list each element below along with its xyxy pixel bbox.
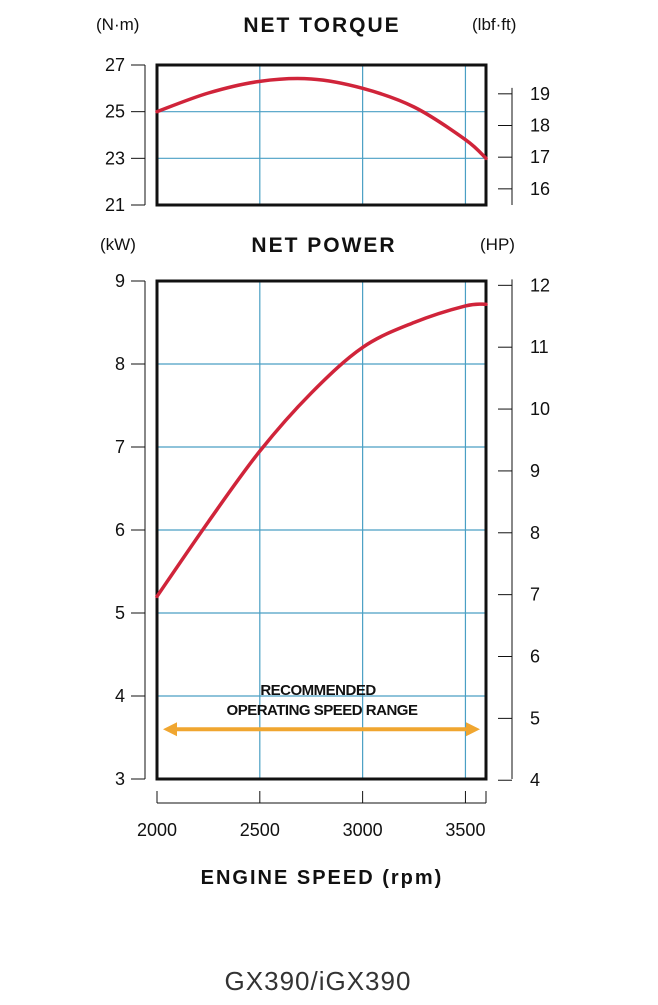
power-plot-frame	[155, 279, 488, 781]
power-left-tick-label: 7	[115, 437, 125, 457]
power-right-tick-label: 10	[530, 399, 550, 419]
power-right-tick-label: 11	[530, 337, 549, 357]
range-arrow-right-head	[466, 722, 480, 737]
torque-grid	[157, 65, 486, 205]
power-right-tick-label: 6	[530, 647, 540, 667]
power-left-tick-label: 8	[115, 354, 125, 374]
torque-right-unit: (lbf·ft)	[472, 15, 516, 34]
x-axis: 2000 2500 3000 3500	[137, 791, 487, 840]
torque-right-tick-label: 18	[530, 115, 550, 135]
x-tick-label: 2500	[240, 820, 280, 840]
torque-right-tick-label: 16	[530, 179, 550, 199]
x-tick-label: 3500	[445, 820, 485, 840]
torque-left-tick-label: 21	[105, 195, 125, 215]
power-left-unit: (kW)	[100, 235, 136, 254]
range-label-line1: RECOMMENDED	[260, 682, 376, 699]
torque-left-ticks: 21 23 25 27	[105, 55, 145, 215]
torque-left-tick-label: 25	[105, 102, 125, 122]
range-label-line2: OPERATING SPEED RANGE	[227, 702, 418, 719]
power-left-tick-label: 4	[115, 686, 125, 706]
torque-left-unit: (N·m)	[96, 15, 139, 34]
power-left-tick-label: 9	[115, 271, 125, 291]
power-right-tick-label: 9	[530, 461, 540, 481]
power-left-tick-label: 3	[115, 769, 125, 789]
torque-axes	[144, 63, 513, 207]
power-left-ticks: 3 4 5 6 7 8 9	[115, 271, 145, 789]
operating-range-annotation: RECOMMENDED OPERATING SPEED RANGE	[163, 682, 480, 737]
power-right-tick-label: 7	[530, 585, 540, 605]
torque-right-tick-label: 19	[530, 84, 550, 104]
torque-right-ticks: 16 17 18 19	[498, 84, 550, 199]
torque-right-tick-label: 17	[530, 147, 550, 167]
power-right-ticks: 4 5 6 7 8 9 10 11 12	[498, 275, 550, 790]
x-axis-label: ENGINE SPEED (rpm)	[201, 867, 444, 889]
model-footer: GX390/iGX390	[225, 966, 412, 996]
power-left-tick-label: 6	[115, 520, 125, 540]
power-right-unit: (HP)	[480, 235, 515, 254]
power-series-line	[155, 302, 488, 599]
power-right-tick-label: 5	[530, 708, 540, 728]
torque-left-tick-label: 27	[105, 55, 125, 75]
x-tick-label: 2000	[137, 820, 177, 840]
torque-plot-frame	[155, 63, 488, 207]
power-title: NET POWER	[251, 234, 396, 257]
x-tick-label: 3000	[343, 820, 383, 840]
range-arrow-left-head	[163, 722, 177, 737]
power-lines	[155, 302, 488, 599]
power-grid	[157, 281, 486, 779]
torque-series-line	[155, 76, 488, 161]
power-right-tick-label: 12	[530, 275, 550, 295]
torque-title: NET TORQUE	[243, 14, 400, 37]
power-right-tick-label: 8	[530, 523, 540, 543]
power-right-tick-label: 4	[530, 770, 540, 790]
power-left-tick-label: 5	[115, 603, 125, 623]
power-chart: (kW) NET POWER (HP) RECOMMENDED OPERATIN…	[100, 234, 550, 790]
torque-lines	[155, 76, 488, 161]
torque-left-tick-label: 23	[105, 148, 125, 168]
